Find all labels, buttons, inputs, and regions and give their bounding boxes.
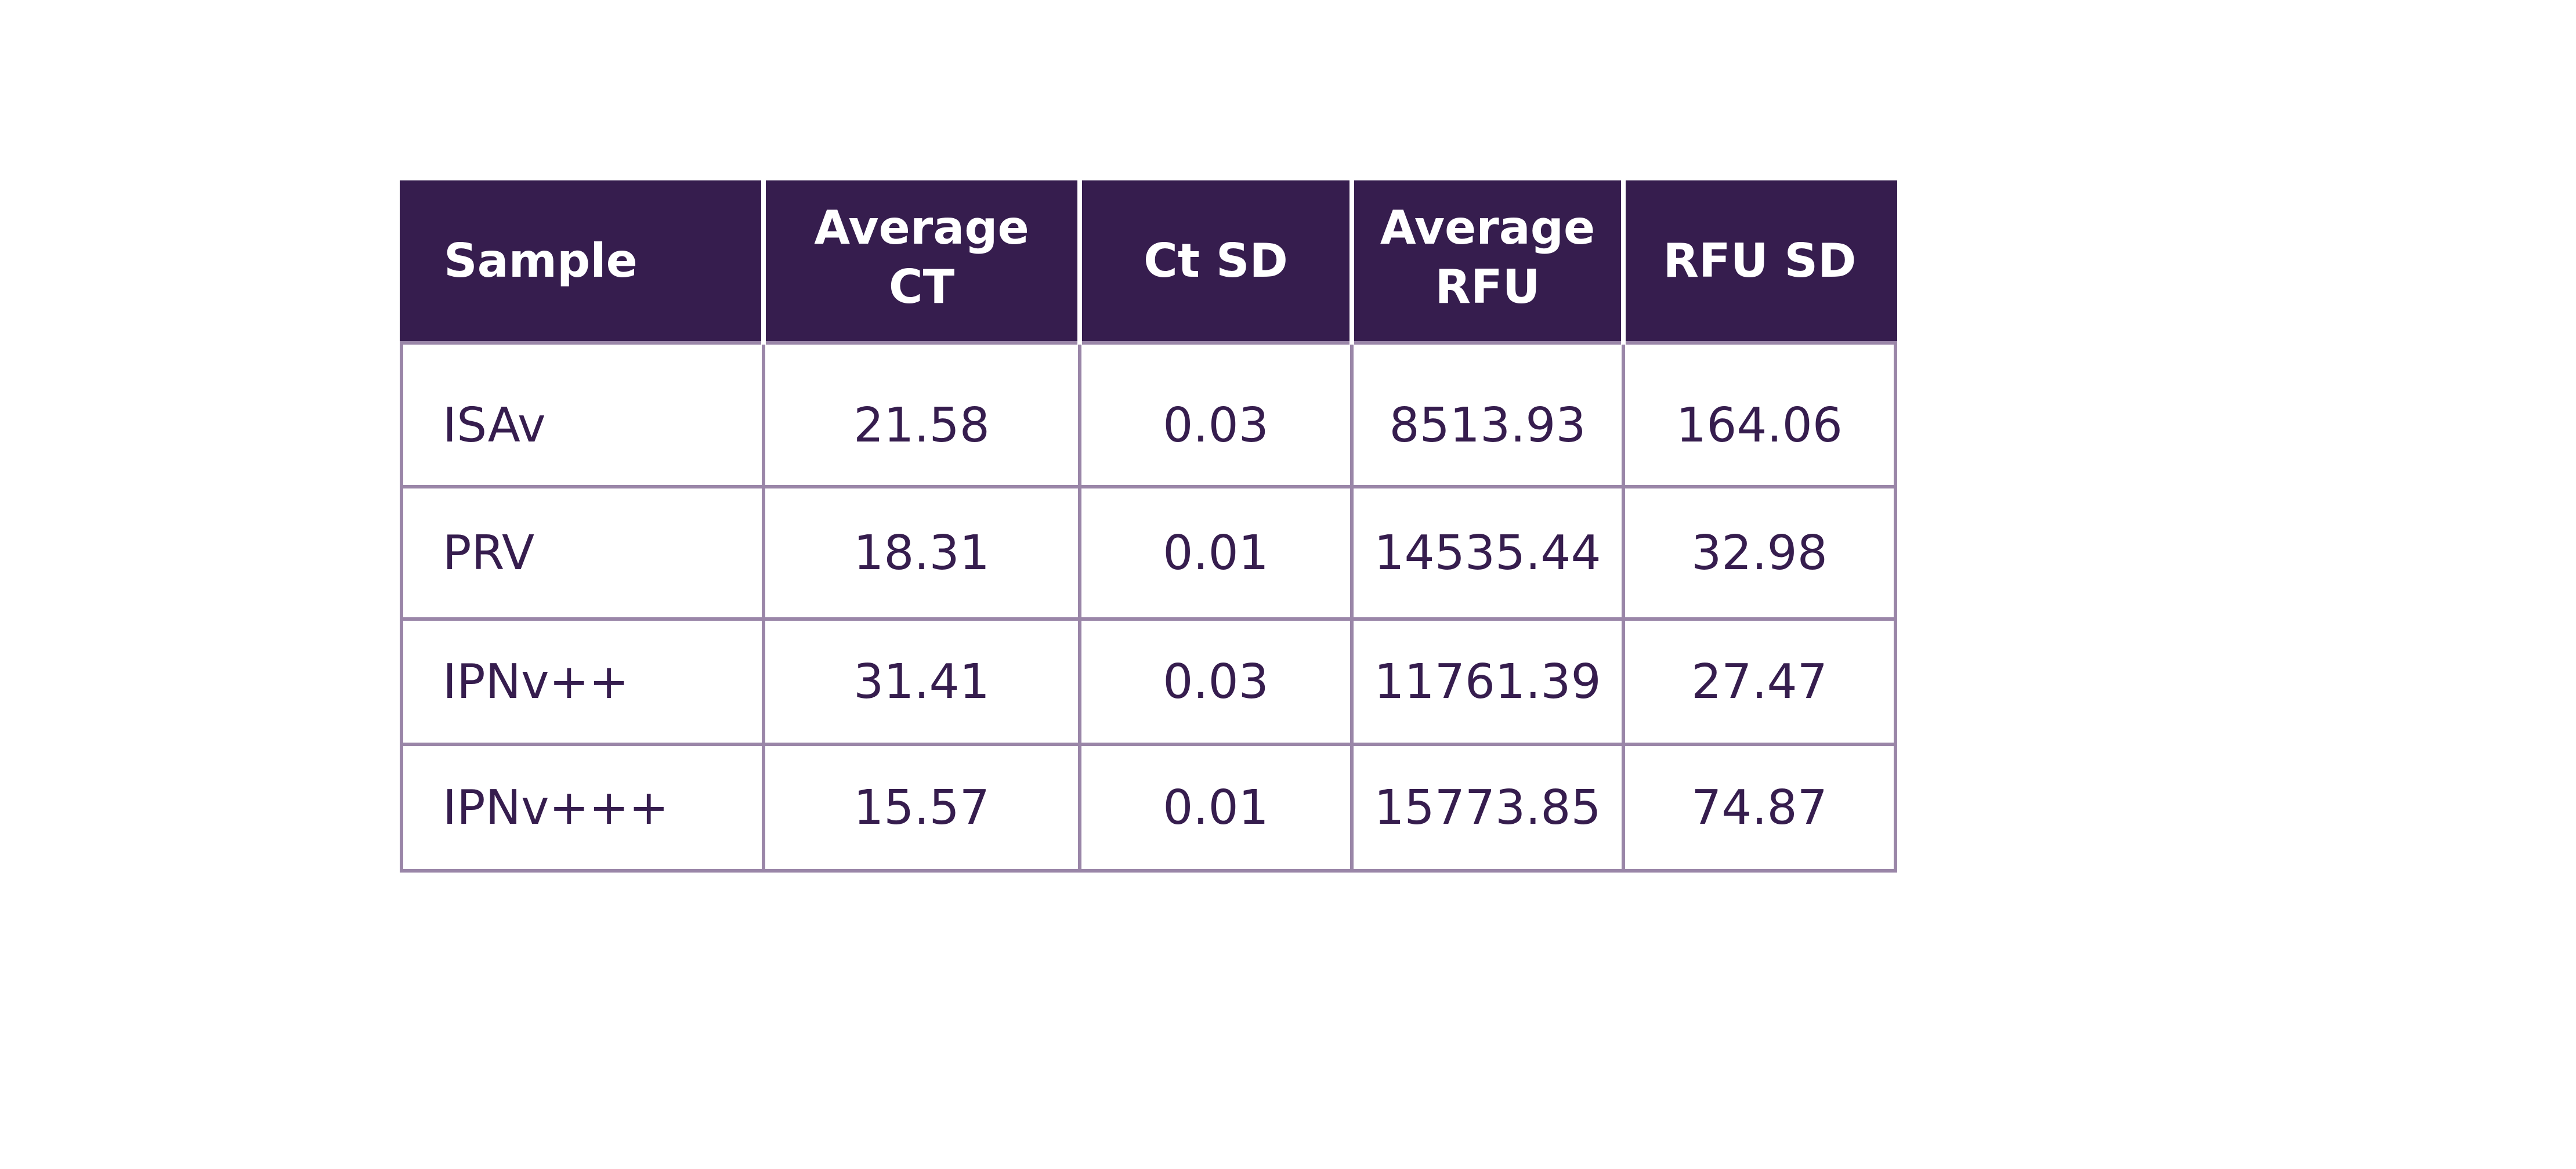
cell-rfu-sd: 32.98	[1622, 485, 1897, 621]
cell-average-rfu: 15773.85	[1350, 743, 1625, 873]
table-header-row: Sample Average CT Ct SD Average RFU RFU …	[400, 180, 1897, 345]
cell-rfu-sd: 27.47	[1622, 617, 1897, 746]
cell-ct-sd: 0.03	[1078, 341, 1354, 488]
results-table: Sample Average CT Ct SD Average RFU RFU …	[400, 180, 1897, 873]
cell-rfu-sd: 74.87	[1622, 743, 1897, 873]
cell-sample: PRV	[400, 485, 765, 621]
cell-ct-sd: 0.01	[1078, 743, 1354, 873]
cell-average-rfu: 11761.39	[1350, 617, 1625, 746]
cell-average-rfu: 8513.93	[1350, 341, 1625, 488]
cell-sample: IPNv+++	[400, 743, 765, 873]
header-average-ct: Average CT	[761, 180, 1082, 345]
header-sample: Sample	[400, 180, 766, 345]
table-row: IPNv++ 31.41 0.03 11761.39 27.47	[400, 617, 1897, 746]
header-ct-sd: Ct SD	[1077, 180, 1354, 345]
table-row: ISAv 21.58 0.03 8513.93 164.06	[400, 341, 1897, 488]
table-row: PRV 18.31 0.01 14535.44 32.98	[400, 485, 1897, 621]
cell-sample: IPNv++	[400, 617, 765, 746]
cell-average-ct: 15.57	[762, 743, 1081, 873]
cell-sample: ISAv	[400, 341, 765, 488]
cell-rfu-sd: 164.06	[1622, 341, 1897, 488]
header-average-rfu: Average RFU	[1349, 180, 1626, 345]
cell-average-ct: 31.41	[762, 617, 1081, 746]
header-rfu-sd: RFU SD	[1621, 180, 1897, 345]
cell-ct-sd: 0.01	[1078, 485, 1354, 621]
cell-ct-sd: 0.03	[1078, 617, 1354, 746]
cell-average-ct: 21.58	[762, 341, 1081, 488]
cell-average-rfu: 14535.44	[1350, 485, 1625, 621]
cell-average-ct: 18.31	[762, 485, 1081, 621]
table-row: IPNv+++ 15.57 0.01 15773.85 74.87	[400, 743, 1897, 873]
